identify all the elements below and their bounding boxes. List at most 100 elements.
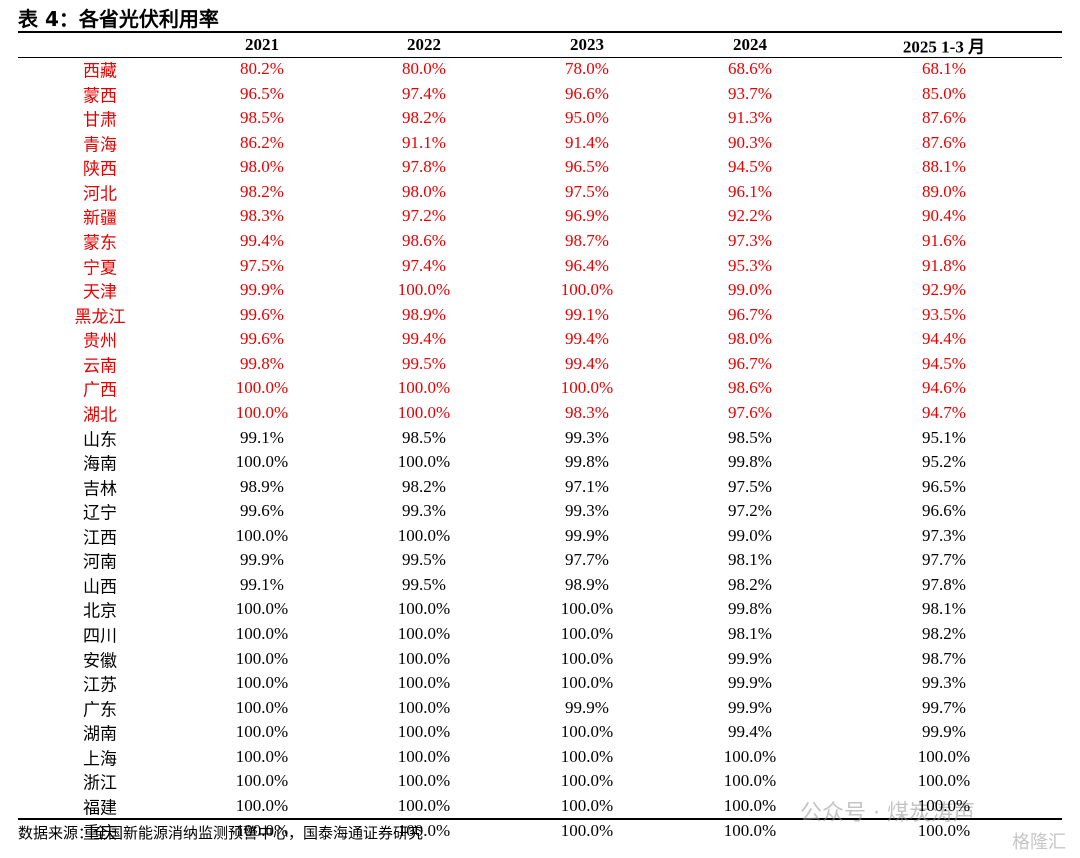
cell: 99.9% [728,648,772,668]
column-header: 2023 [570,35,604,54]
bottom-rule [18,818,1062,820]
province: 广西 [83,380,117,400]
cell: 100.0% [723,820,777,840]
cell: 95.2% [922,452,966,472]
cell: 91.3% [728,108,772,128]
cell: 97.4% [402,255,446,275]
cell: 91.8% [922,255,966,275]
cell: 98.7% [922,648,966,668]
cell: 99.8% [728,452,772,472]
cell: 98.5% [240,108,284,128]
cell: 100.0% [235,378,289,398]
cell: 100.0% [235,697,289,717]
cell: 99.9% [728,673,772,693]
cell: 100.0% [397,697,451,717]
column-header: 2024 [733,35,767,54]
cell: 97.5% [728,476,772,496]
cell: 100.0% [235,722,289,742]
cell: 99.6% [240,501,284,521]
cell: 100.0% [397,402,451,422]
cell: 98.0% [402,181,446,201]
cell: 99.1% [565,304,609,324]
province: 四川 [83,626,117,646]
source-note: 数据来源：全国新能源消纳监测预警中心，国泰海通证券研究 [18,826,424,842]
cell: 96.6% [922,501,966,521]
cell: 99.4% [240,230,284,250]
cell: 100.0% [560,673,614,693]
cell: 100.0% [917,820,971,840]
cell: 100.0% [560,378,614,398]
cell: 90.4% [922,206,966,226]
province: 吉林 [83,479,117,499]
cell: 100.0% [560,771,614,791]
cell: 99.4% [565,353,609,373]
cell: 90.3% [728,132,772,152]
cell: 99.3% [922,673,966,693]
cell: 99.4% [728,722,772,742]
cell: 88.1% [922,157,966,177]
cell: 100.0% [723,771,777,791]
cell: 99.0% [728,280,772,300]
cell: 99.9% [240,550,284,570]
province: 天津 [83,282,117,302]
cell: 99.6% [240,304,284,324]
cell: 100.0% [235,599,289,619]
cell: 96.7% [728,353,772,373]
cell: 97.7% [922,550,966,570]
cell: 97.8% [922,574,966,594]
cell: 91.6% [922,230,966,250]
province: 新疆 [83,208,117,228]
province: 江西 [83,528,117,548]
cell: 98.0% [728,329,772,349]
cell: 98.0% [240,157,284,177]
province: 黑龙江 [74,307,126,327]
cell: 99.9% [240,280,284,300]
cell: 100.0% [397,796,451,815]
province: 北京 [83,601,117,621]
cell: 100.0% [235,796,289,815]
cell: 100.0% [397,624,451,644]
cell: 97.8% [402,157,446,177]
column-header: 2025 1-3 月 [902,37,986,57]
cell: 91.1% [402,132,446,152]
column-header: 2021 [245,35,279,54]
cell: 98.2% [240,181,284,201]
cell: 97.2% [402,206,446,226]
watermark-logo: 格隆汇 [1012,832,1066,853]
cell: 100.0% [917,746,971,766]
cell: 92.2% [728,206,772,226]
cell: 99.9% [565,697,609,717]
cell: 98.2% [922,624,966,644]
province: 西藏 [83,61,117,81]
cell: 98.9% [240,476,284,496]
cell: 96.4% [565,255,609,275]
cell: 96.6% [565,83,609,103]
cell: 98.5% [402,427,446,447]
cell: 100.0% [917,771,971,791]
cell: 100.0% [397,280,451,300]
cell: 98.2% [728,574,772,594]
cell: 68.6% [728,59,772,78]
province: 福建 [83,798,117,818]
cell: 85.0% [922,83,966,103]
cell: 97.1% [565,476,609,496]
cell: 96.1% [728,181,772,201]
cell: 100.0% [560,820,614,840]
header-rule [18,57,1062,58]
cell: 89.0% [922,181,966,201]
cell: 95.1% [922,427,966,447]
cell: 99.1% [240,574,284,594]
cell: 97.6% [728,402,772,422]
cell: 99.8% [240,353,284,373]
province: 广东 [83,700,117,720]
cell: 96.7% [728,304,772,324]
cell: 91.4% [565,132,609,152]
province: 海南 [83,454,117,474]
cell: 98.2% [402,108,446,128]
cell: 100.0% [235,820,289,840]
cell: 97.2% [728,501,772,521]
province: 浙江 [83,773,117,793]
province: 湖北 [83,405,117,425]
cell: 87.6% [922,132,966,152]
